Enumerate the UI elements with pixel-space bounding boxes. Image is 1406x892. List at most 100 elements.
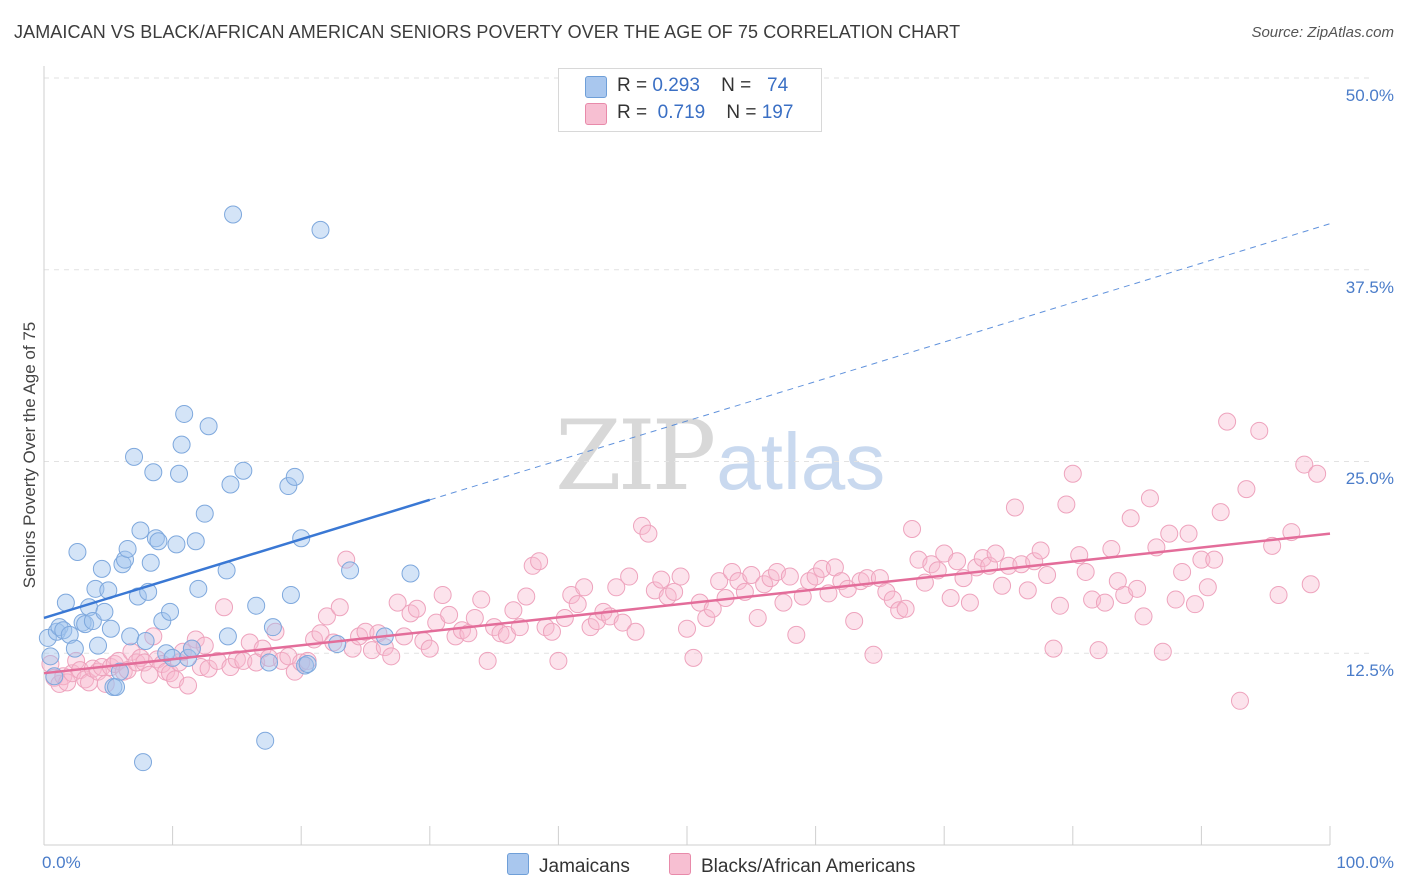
point-blacks-african-americans <box>337 550 356 569</box>
n-value: 197 <box>761 102 794 123</box>
legend-stats-blacks: R = 0.719 N = 197 <box>617 102 793 124</box>
point-blacks-african-americans <box>1166 590 1185 609</box>
point-jamaicans <box>195 504 214 523</box>
point-blacks-african-americans <box>118 661 137 680</box>
point-jamaicans <box>118 539 137 558</box>
point-blacks-african-americans <box>903 519 922 538</box>
point-blacks-african-americans <box>1128 579 1147 598</box>
legend-swatch-jamaicans <box>585 76 607 98</box>
bottom-legend-swatch-blacks <box>669 853 691 875</box>
point-blacks-african-americans <box>1063 464 1082 483</box>
y-tick-label-50: 50.0% <box>1345 86 1394 105</box>
bottom-legend-label-jamaicans: Jamaicans <box>539 856 630 877</box>
point-jamaicans <box>157 644 176 663</box>
point-blacks-african-americans <box>1179 524 1198 543</box>
point-blacks-african-americans <box>806 567 825 586</box>
point-blacks-african-americans <box>697 608 716 627</box>
point-jamaicans <box>234 461 253 480</box>
bottom-legend-swatch-jamaicans <box>507 853 529 875</box>
point-jamaicans <box>298 654 317 673</box>
point-jamaicans <box>328 635 347 654</box>
point-blacks-african-americans <box>877 582 896 601</box>
point-blacks-african-americans <box>1308 464 1327 483</box>
n-label: N = <box>726 102 757 123</box>
point-blacks-african-americans <box>960 593 979 612</box>
point-blacks-african-americans <box>1044 639 1063 658</box>
point-blacks-african-americans <box>530 552 549 571</box>
n-label: N = <box>721 75 752 96</box>
point-jamaicans <box>110 662 129 681</box>
point-jamaicans <box>38 628 57 647</box>
point-blacks-african-americans <box>780 567 799 586</box>
point-blacks-african-americans <box>382 647 401 666</box>
point-jamaicans <box>101 619 120 638</box>
point-blacks-african-americans <box>375 638 394 657</box>
point-blacks-african-americans <box>1230 691 1249 710</box>
point-blacks-african-americans <box>1038 566 1057 585</box>
point-blacks-african-americans <box>1173 562 1192 581</box>
point-blacks-african-americans <box>122 642 141 661</box>
point-jamaicans <box>281 585 300 604</box>
point-blacks-african-americans <box>433 585 452 604</box>
point-jamaicans <box>247 596 266 615</box>
trendline-jamaicans <box>43 498 431 620</box>
point-blacks-african-americans <box>568 595 587 614</box>
bottom-legend-blacks: Blacks/African Americans <box>669 853 915 878</box>
point-blacks-african-americans <box>311 624 330 643</box>
point-blacks-african-americans <box>678 619 696 638</box>
point-jamaicans <box>401 564 420 583</box>
point-blacks-african-americans <box>420 639 439 658</box>
point-blacks-african-americans <box>407 599 426 618</box>
point-blacks-african-americans <box>1192 550 1211 569</box>
point-blacks-african-americans <box>401 604 420 623</box>
point-blacks-african-americans <box>517 587 536 606</box>
point-jamaicans <box>136 631 155 650</box>
point-blacks-african-americans <box>787 625 806 644</box>
point-blacks-african-americans <box>395 627 414 646</box>
point-blacks-african-americans <box>459 624 478 643</box>
point-jamaicans <box>218 627 237 646</box>
point-jamaicans <box>263 618 282 637</box>
y-tick-label-25: 25.0% <box>1345 469 1394 488</box>
r-value: 0.293 <box>652 75 700 96</box>
point-jamaicans <box>186 532 205 551</box>
point-jamaicans <box>116 550 135 569</box>
point-blacks-african-americans <box>1134 607 1153 626</box>
point-blacks-african-americans <box>1005 498 1024 517</box>
point-jamaicans <box>161 602 180 621</box>
point-blacks-african-americans <box>179 676 198 695</box>
point-blacks-african-americans <box>684 648 703 667</box>
point-blacks-african-americans <box>607 578 626 597</box>
point-blacks-african-americans <box>1160 524 1179 543</box>
point-jamaicans <box>54 621 73 640</box>
point-blacks-african-americans <box>864 645 883 664</box>
point-blacks-african-americans <box>478 651 497 670</box>
point-blacks-african-americans <box>1269 585 1288 604</box>
point-blacks-african-americans <box>639 524 658 543</box>
legend-swatch-blacks <box>585 103 607 125</box>
chart-title: JAMAICAN VS BLACK/AFRICAN AMERICAN SENIO… <box>14 22 961 42</box>
point-blacks-african-americans <box>1301 575 1320 594</box>
point-jamaicans <box>121 627 140 646</box>
point-jamaicans <box>170 464 189 483</box>
point-jamaicans <box>95 602 114 621</box>
point-jamaicans <box>167 535 186 554</box>
point-blacks-african-americans <box>186 630 205 649</box>
point-jamaicans <box>153 612 172 631</box>
point-blacks-african-americans <box>1031 541 1050 560</box>
trendline-jamaicans-extrapolated <box>429 223 1331 501</box>
point-blacks-african-americans <box>575 578 594 597</box>
point-blacks-african-americans <box>613 613 632 632</box>
point-jamaicans <box>149 532 168 551</box>
point-jamaicans <box>260 653 279 672</box>
r-label: R = <box>617 75 648 96</box>
point-jamaicans <box>60 625 79 644</box>
point-blacks-african-americans <box>523 556 542 575</box>
point-blacks-african-americans <box>1057 495 1076 514</box>
point-blacks-african-americans <box>845 612 864 631</box>
point-jamaicans <box>131 521 150 540</box>
point-blacks-african-americans <box>1198 578 1217 597</box>
point-blacks-african-americans <box>1140 489 1159 508</box>
point-jamaicans <box>89 636 108 655</box>
